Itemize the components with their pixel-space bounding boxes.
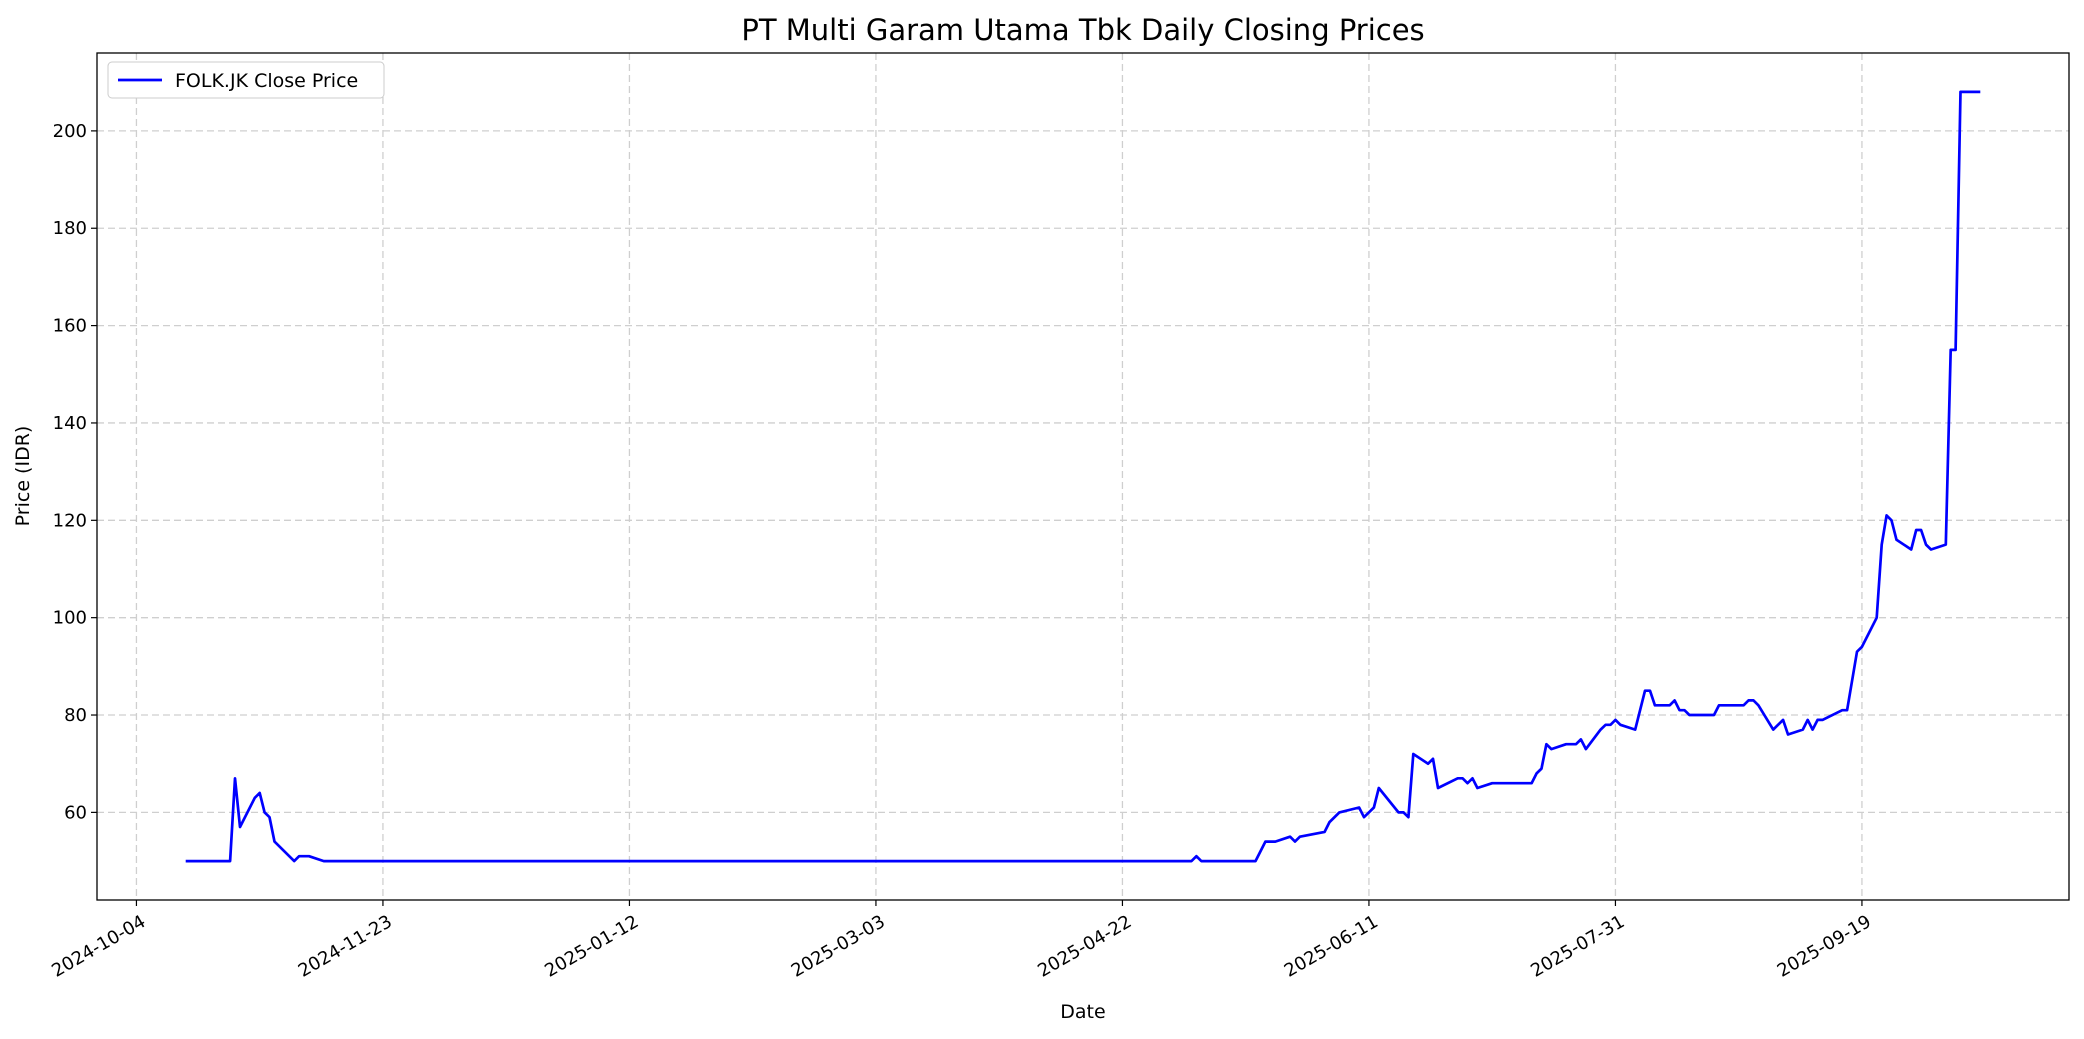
y-tick-label: 160 [53,316,87,337]
legend-box [107,61,385,99]
x-tick-label: 2025-07-31 [1527,911,1628,981]
x-tick-label: 2025-06-11 [1281,911,1382,981]
x-tick-label: 2025-09-19 [1774,911,1875,981]
y-tick-label: 140 [53,413,87,434]
series-line-folk-close [185,90,1981,863]
x-axis-label: Date [1060,1001,1105,1023]
y-tick-label: 200 [53,121,87,142]
legend: FOLK.JK Close Price [107,61,385,99]
y-tick-label: 180 [53,218,87,239]
axis-ticks: 2024-10-04 2024-11-23 2025-01-12 2025-03-03… [48,121,1875,982]
y-tick-label: 100 [53,608,87,629]
grid [97,53,2069,900]
x-tick-label: 2025-01-12 [541,911,642,981]
y-axis-label: Price (IDR) [12,426,34,527]
series-layer [185,90,1981,863]
x-tick-label: 2025-03-03 [788,911,889,981]
y-tick-label: 120 [53,510,87,531]
chart-title: PT Multi Garam Utama Tbk Daily Closing P… [741,13,1424,47]
y-tick-label: 60 [64,802,87,823]
x-tick-label: 2024-10-04 [48,911,149,981]
plot-frame [96,52,2070,901]
x-tick-label: 2025-04-22 [1034,911,1135,981]
legend-label: FOLK.JK Close Price [175,70,358,92]
x-tick-label: 2024-11-23 [295,911,396,981]
y-tick-label: 80 [64,705,87,726]
